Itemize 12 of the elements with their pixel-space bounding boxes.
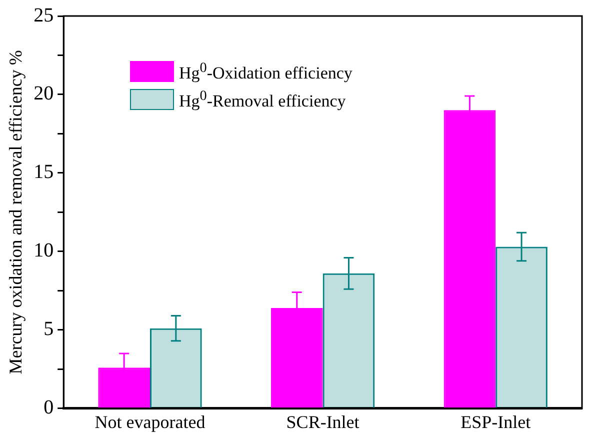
y-tick-label: 25: [34, 4, 54, 26]
legend-label: Hg$^{0}$-Removal efficiency: [179, 88, 346, 112]
y-tick-label: 5: [44, 318, 54, 340]
y-tick-label: 10: [34, 240, 54, 262]
x-tick-label: Not evaporated: [94, 412, 206, 432]
y-axis-title: Mercury oxidation and removal efficiency %: [6, 50, 26, 374]
y-tick-label: 20: [34, 82, 54, 105]
x-tick-label: ESP-Inlet: [460, 412, 531, 432]
y-tick-label: 0: [44, 396, 54, 419]
legend-label: Hg$^{0}$-Oxidation efficiency: [179, 60, 352, 84]
y-tick-label: 15: [34, 161, 54, 184]
x-tick-label: SCR-Inlet: [286, 412, 360, 432]
